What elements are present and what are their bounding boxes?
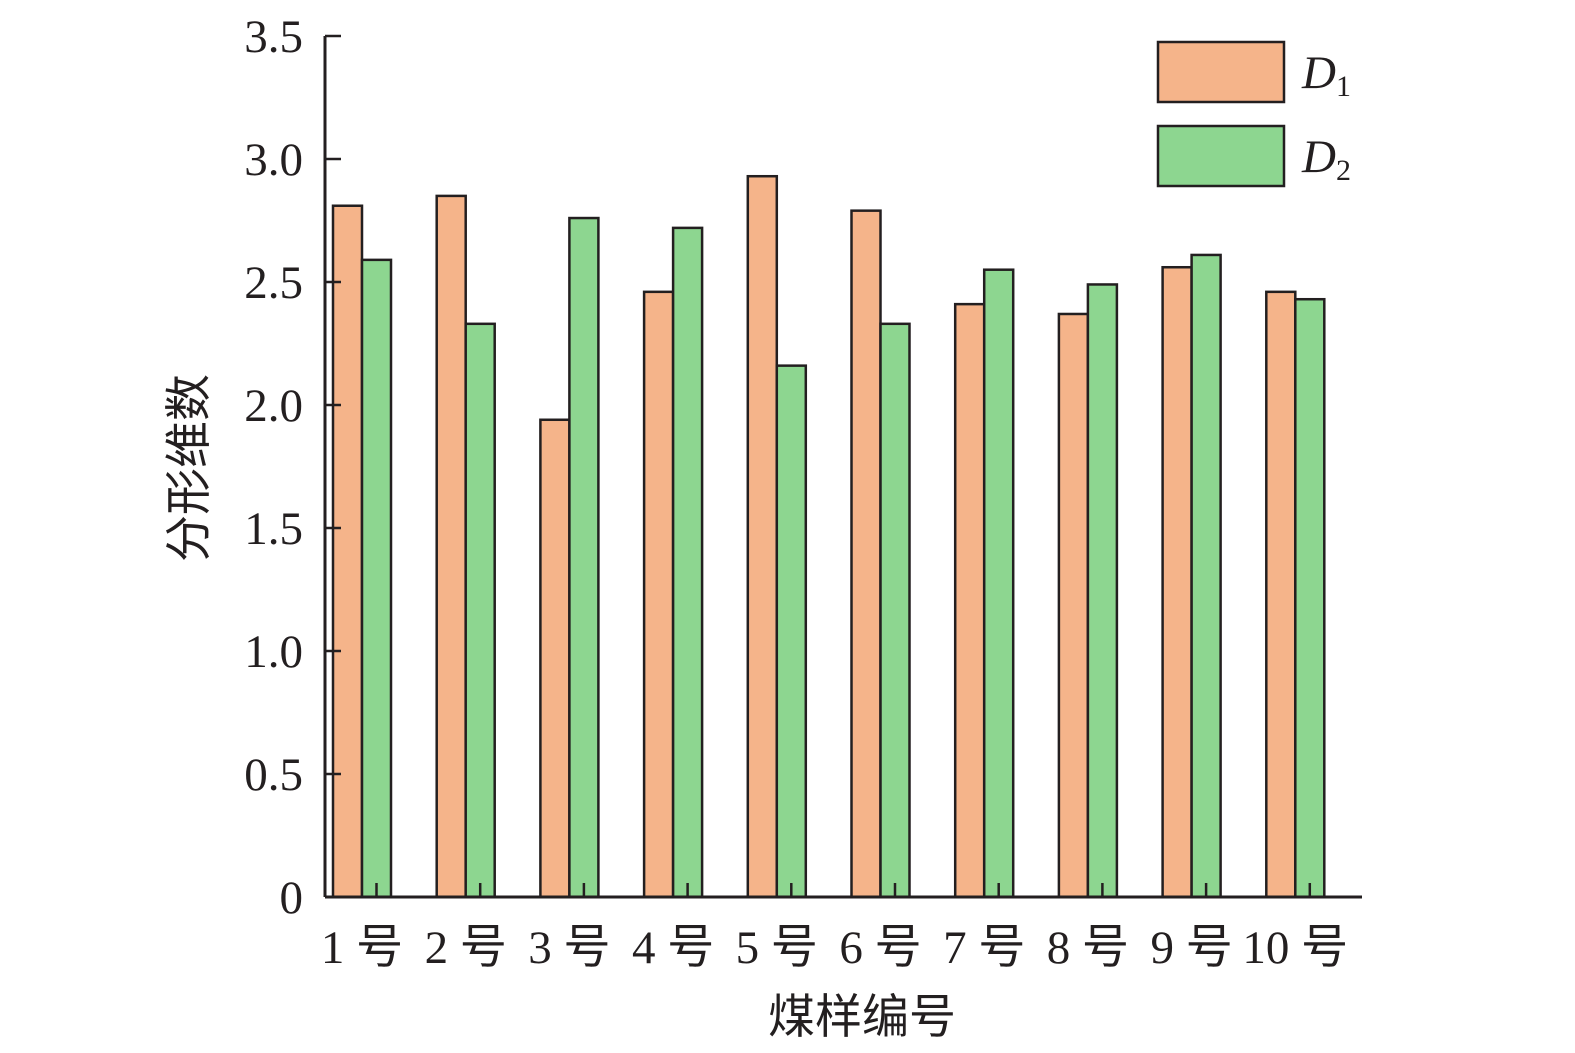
x-tick-label-8: 8 号: [1047, 922, 1129, 974]
x-tick-label-4: 4 号: [632, 922, 714, 974]
bar-d2-2: [464, 322, 496, 899]
x-tick-label-9: 9 号: [1150, 922, 1232, 974]
x-tick-label-2: 2 号: [425, 922, 507, 974]
bar-d2-10: [1294, 297, 1326, 899]
y-tick-label-4: 2.0: [244, 380, 303, 432]
x-tick-label-10: 10 号: [1242, 922, 1348, 974]
y-tick-label-2: 1.0: [244, 626, 303, 678]
bar-d1-3: [539, 418, 571, 899]
x-tick-label-5: 5 号: [736, 922, 818, 974]
bar-d2-6: [879, 322, 911, 899]
y-tick-label-5: 2.5: [244, 257, 303, 309]
x-tick-label-6: 6 号: [839, 922, 921, 974]
bar-d2-8: [1086, 283, 1119, 899]
bar-d1-7: [953, 302, 986, 899]
legend-label-d2: D2: [1301, 131, 1351, 187]
y-tick-label-0: 0: [280, 872, 304, 924]
x-tick-label-3: 3 号: [528, 922, 610, 974]
y-tick-label-3: 1.5: [244, 503, 303, 555]
bar-d1-1: [331, 204, 364, 899]
x-tick-label-7: 7 号: [943, 922, 1025, 974]
x-tick-label-1: 1 号: [321, 922, 403, 974]
y-tick-label-1: 0.5: [244, 749, 303, 801]
bar-d1-8: [1057, 312, 1090, 899]
bar-d2-4: [671, 226, 704, 899]
legend-swatch-d1: [1156, 40, 1286, 104]
bar-d1-5: [746, 174, 779, 899]
bar-d2-1: [360, 258, 393, 899]
y-axis-title: 分形维数: [164, 374, 216, 562]
bar-d2-9: [1190, 253, 1222, 899]
x-axis-title: 煤样编号: [768, 992, 956, 1044]
bar-d1-4: [642, 290, 675, 899]
bar-d1-6: [850, 209, 882, 899]
bar-d1-9: [1161, 265, 1193, 899]
bar-d2-5: [775, 364, 808, 899]
y-tick-label-7: 3.5: [244, 11, 303, 63]
bar-d2-3: [568, 216, 600, 899]
y-tick-label-6: 3.0: [244, 134, 303, 186]
bars-layer: [331, 174, 1326, 899]
legend-swatch-d2: [1156, 124, 1286, 188]
bar-d2-7: [982, 268, 1015, 899]
axes-layer: 0 0.5 1.0 1.5 2.0 2.5 3.0 3.5 1 号 2 号 3 号 4 号 5 号 6 号…: [244, 11, 1362, 974]
legend-label-d1: D1: [1301, 47, 1351, 103]
legend: D1 D2: [1156, 40, 1351, 188]
bar-d1-10: [1265, 290, 1297, 899]
bar-d1-2: [435, 194, 467, 899]
